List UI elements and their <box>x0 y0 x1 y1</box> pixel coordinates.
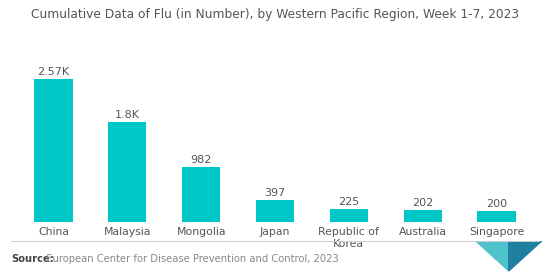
Text: 200: 200 <box>486 199 507 209</box>
Bar <box>108 122 146 222</box>
Text: 225: 225 <box>338 197 360 207</box>
Polygon shape <box>509 241 542 271</box>
Bar <box>182 167 221 222</box>
Text: 202: 202 <box>412 198 433 209</box>
Bar <box>256 200 294 222</box>
Bar <box>329 209 368 222</box>
Text: European Center for Disease Prevention and Control, 2023: European Center for Disease Prevention a… <box>40 254 338 264</box>
Text: Cumulative Data of Flu (in Number), by Western Pacific Region, Week 1-7, 2023: Cumulative Data of Flu (in Number), by W… <box>31 8 519 21</box>
Text: Source:: Source: <box>11 254 54 264</box>
Text: 982: 982 <box>190 155 212 165</box>
Bar <box>477 211 516 222</box>
Text: 397: 397 <box>265 188 285 198</box>
Text: 2.57K: 2.57K <box>37 67 69 77</box>
Bar <box>404 211 442 222</box>
Bar <box>34 79 73 222</box>
Polygon shape <box>476 241 509 271</box>
Text: 1.8K: 1.8K <box>115 110 140 120</box>
